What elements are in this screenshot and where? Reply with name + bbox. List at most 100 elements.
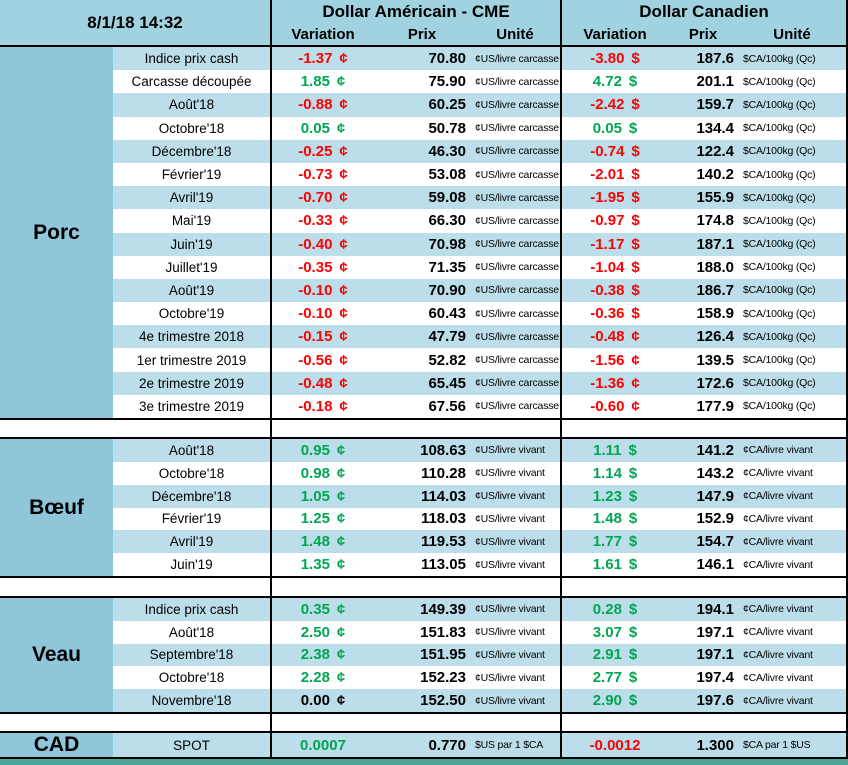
price-value: 113.05 (374, 553, 470, 576)
unit-label: ¢CA/livre vivant (738, 689, 846, 712)
currency-symbol: ¢ (339, 235, 348, 253)
variation-value: -0.33 ¢ (272, 209, 374, 233)
currency-symbol: ¢ (339, 328, 348, 346)
currency-symbol: $ (628, 669, 638, 687)
currency-symbol: $ (628, 623, 638, 641)
variation-value: 0.05 $ (562, 116, 668, 140)
unit-label: $CA/100kg (Qc) (738, 255, 846, 279)
price-value: 201.1 (668, 70, 738, 94)
variation-value: 1.77 $ (562, 530, 668, 554)
price-value: 197.1 (668, 643, 738, 667)
table-header: 8/1/18 14:32 Dollar Américain - CME Vari… (0, 0, 848, 45)
vertical-border (270, 733, 272, 757)
price-value: 60.43 (374, 302, 470, 326)
vertical-border (846, 0, 848, 45)
row-label: Octobre'18 (113, 461, 270, 485)
horizontal-border (0, 437, 848, 439)
unit-label: ¢CA/livre vivant (738, 507, 846, 531)
variation-value: -0.48 ¢ (272, 371, 374, 395)
currency-symbol: ¢ (336, 692, 346, 710)
unit-label: ¢CA/livre vivant (738, 598, 846, 621)
section-gap (0, 420, 848, 437)
unit-label: ¢US/livre vivant (470, 689, 560, 712)
price-value: 71.35 (374, 255, 470, 279)
horizontal-border (0, 596, 848, 598)
variation-value: -0.97 $ (562, 209, 668, 233)
unit-label: ¢US/livre carcasse (470, 348, 560, 372)
variation-value: -0.0012 (562, 733, 668, 757)
price-value: 67.56 (374, 394, 470, 418)
variation-value: 1.61 $ (562, 553, 668, 576)
currency-symbol: ¢ (339, 258, 348, 276)
price-value: 139.5 (668, 348, 738, 372)
variation-value: 0.98 ¢ (272, 461, 374, 485)
vertical-border (270, 0, 272, 45)
currency-symbol: $ (628, 600, 638, 618)
unit-label: $CA/100kg (Qc) (738, 209, 846, 233)
price-value: 52.82 (374, 348, 470, 372)
price-value: 186.7 (668, 278, 738, 303)
ca-variation-column-header: Variation (562, 23, 668, 45)
unit-label: ¢US/livre carcasse (470, 70, 560, 94)
section-veau: Veau Indice prix cash 0.35 ¢ 149.39 ¢US/livre… (0, 598, 848, 712)
section-gap (0, 578, 848, 596)
timestamp: 8/1/18 14:32 (0, 0, 270, 45)
vertical-border (846, 47, 848, 418)
variation-value: -1.17 $ (562, 232, 668, 256)
price-value: 197.6 (668, 689, 738, 712)
currency-symbol: $ (628, 533, 638, 551)
unit-label: ¢US/livre carcasse (470, 139, 560, 163)
variation-value: 0.0007 (272, 733, 374, 757)
price-value: 151.95 (374, 643, 470, 667)
variation-value: -0.25 ¢ (272, 139, 374, 163)
unit-label: ¢CA/livre vivant (738, 620, 846, 644)
unit-label: $CA par 1 $US (738, 733, 846, 757)
price-value: 158.9 (668, 302, 738, 326)
row-label: Novembre'18 (113, 689, 270, 712)
horizontal-border (0, 576, 848, 578)
variation-value: -0.88 ¢ (272, 93, 374, 117)
currency-symbol: $ (628, 119, 638, 137)
bottom-edge (0, 759, 848, 765)
vertical-border (270, 420, 272, 437)
row-label: Décembre'18 (113, 484, 270, 508)
currency-symbol: ¢ (339, 281, 348, 299)
row-label: Avril'19 (113, 530, 270, 554)
vertical-border (270, 578, 272, 596)
variation-value: 2.38 ¢ (272, 643, 374, 667)
variation-value: -1.04 $ (562, 255, 668, 279)
currency-symbol: ¢ (339, 166, 348, 184)
unit-label: ¢US/livre vivant (470, 461, 560, 485)
row-label: Septembre'18 (113, 643, 270, 667)
variation-value: 1.23 $ (562, 484, 668, 508)
variation-value: -0.70 ¢ (272, 186, 374, 210)
currency-symbol: ¢ (339, 142, 348, 160)
currency-symbol: $ (628, 487, 638, 505)
vertical-border (270, 598, 272, 712)
variation-value: -0.38 $ (562, 278, 668, 303)
category-label: CAD (0, 733, 113, 757)
unit-label: $CA/100kg (Qc) (738, 302, 846, 326)
price-value: 154.7 (668, 530, 738, 554)
price-value: 146.1 (668, 553, 738, 576)
variation-value: -2.01 $ (562, 162, 668, 187)
price-value: 53.08 (374, 162, 470, 187)
unit-label: ¢US/livre vivant (470, 598, 560, 621)
variation-value: -0.18 ¢ (272, 394, 374, 418)
price-value: 70.98 (374, 232, 470, 256)
variation-value: 1.48 ¢ (272, 530, 374, 554)
vertical-border (846, 439, 848, 576)
price-value: 122.4 (668, 139, 738, 163)
variation-value: 4.72 $ (562, 70, 668, 94)
price-value: 149.39 (374, 598, 470, 621)
unit-label: ¢US/livre carcasse (470, 162, 560, 187)
unit-label: ¢US/livre carcasse (470, 394, 560, 418)
vertical-border (560, 714, 562, 731)
variation-value: -0.10 ¢ (272, 278, 374, 303)
price-value: 197.1 (668, 620, 738, 644)
row-label: Indice prix cash (113, 47, 270, 71)
currency-symbol: $ (631, 305, 640, 323)
unit-label: ¢US/livre vivant (470, 553, 560, 576)
row-label: Août'18 (113, 620, 270, 644)
unit-label: ¢US/livre carcasse (470, 371, 560, 395)
